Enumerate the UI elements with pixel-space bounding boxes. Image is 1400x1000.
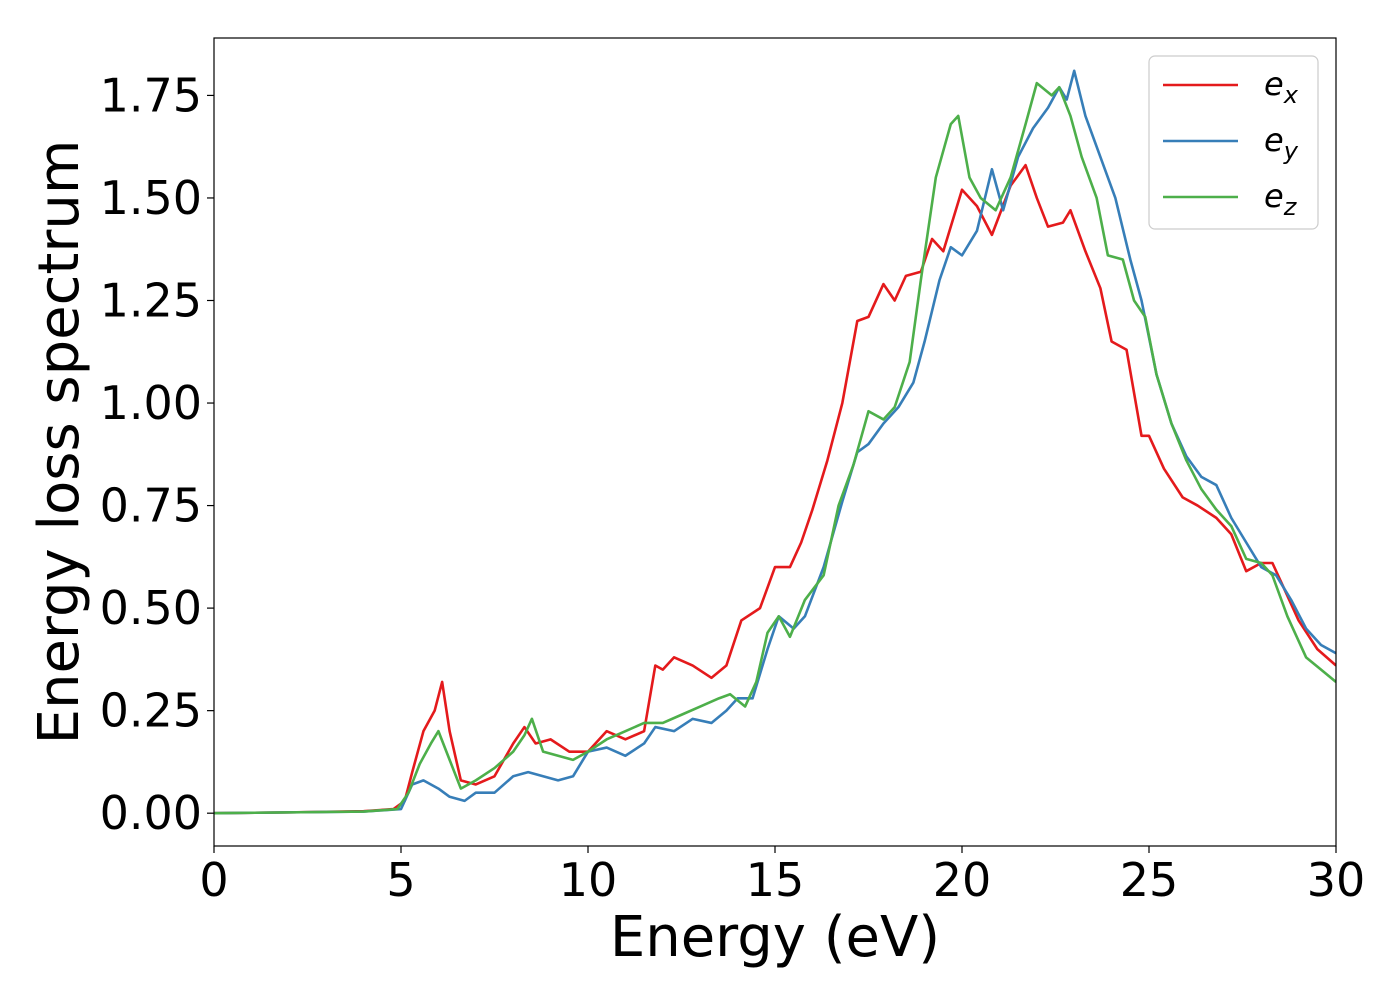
x-tick-label: 25 bbox=[1120, 853, 1179, 907]
y-axis: 0.00 0.25 0.50 0.75 1.00 1.25 1.50 1.75 bbox=[100, 68, 214, 840]
series-layer bbox=[214, 69, 1336, 815]
x-tick-label: 20 bbox=[933, 853, 992, 907]
legend-label-ez: ez bbox=[1264, 177, 1298, 221]
legend-box bbox=[1148, 55, 1319, 230]
y-tick-label: 1.50 bbox=[100, 171, 202, 225]
x-tick-label: 15 bbox=[746, 853, 805, 907]
x-tick-label: 10 bbox=[559, 853, 618, 907]
x-tick-label: 30 bbox=[1307, 853, 1366, 907]
y-tick-label: 1.75 bbox=[100, 68, 202, 122]
y-tick-label: 1.00 bbox=[100, 376, 202, 430]
x-axis: 0 5 10 15 20 25 30 bbox=[199, 846, 1365, 907]
y-tick-label: 1.25 bbox=[100, 273, 202, 327]
y-tick-label: 0.00 bbox=[100, 786, 202, 840]
legend: ex ey ez bbox=[1148, 55, 1319, 230]
series-line-ex bbox=[214, 163, 1336, 815]
legend-label-ey: ey bbox=[1264, 121, 1299, 165]
y-axis-label: Energy loss spectrum bbox=[27, 140, 92, 745]
x-axis-label: Energy (eV) bbox=[610, 905, 940, 970]
series-line-ez bbox=[214, 81, 1336, 815]
y-tick-label: 0.25 bbox=[100, 684, 202, 738]
legend-label-ex: ex bbox=[1264, 65, 1299, 109]
x-tick-label: 5 bbox=[386, 853, 415, 907]
y-tick-label: 0.50 bbox=[100, 581, 202, 635]
y-tick-label: 0.75 bbox=[100, 479, 202, 533]
x-tick-label: 0 bbox=[199, 853, 228, 907]
